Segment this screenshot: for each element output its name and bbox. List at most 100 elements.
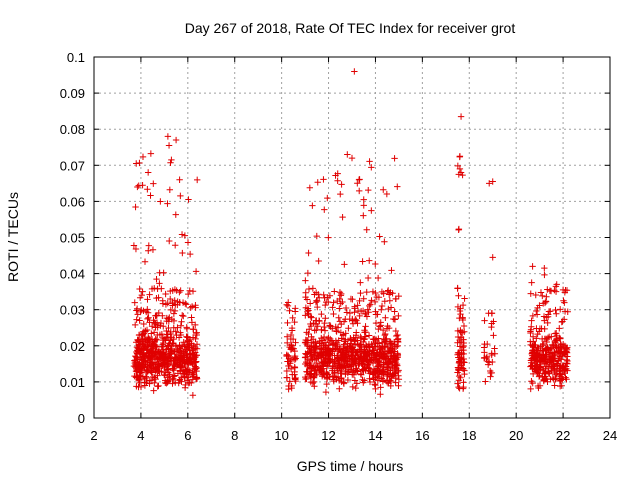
data-point [459, 301, 467, 309]
data-point [180, 312, 187, 320]
data-point [363, 288, 370, 296]
data-point [145, 242, 152, 249]
data-point [372, 381, 379, 389]
data-point [171, 286, 179, 293]
data-point [542, 373, 549, 380]
data-point [183, 333, 190, 340]
data-point [360, 196, 367, 203]
data-point [134, 361, 142, 368]
data-point [292, 305, 299, 312]
data-point [547, 308, 554, 315]
data-point [362, 349, 369, 356]
data-point [337, 329, 345, 336]
data-point [454, 284, 461, 292]
data-point [384, 344, 391, 351]
data-point [357, 353, 364, 361]
x-tick-label: 8 [231, 428, 238, 443]
data-point [159, 312, 166, 319]
data-point [188, 350, 196, 357]
data-point [164, 133, 172, 140]
data-point [133, 383, 140, 390]
data-point [291, 364, 299, 372]
data-point [334, 297, 341, 305]
data-point [488, 323, 495, 331]
data-point [164, 200, 171, 207]
data-point [552, 288, 560, 295]
data-point [320, 323, 328, 331]
data-point [169, 300, 176, 307]
data-point [333, 364, 341, 371]
data-point [391, 348, 398, 355]
data-point [338, 290, 345, 298]
data-point [136, 317, 143, 324]
data-point [557, 375, 565, 383]
data-point [331, 369, 338, 376]
data-point [155, 294, 162, 301]
data-point [313, 297, 320, 304]
data-point [365, 186, 372, 194]
data-point [133, 316, 140, 323]
data-point [340, 379, 347, 386]
data-point [455, 366, 462, 373]
data-point [392, 361, 399, 369]
data-point [166, 371, 173, 378]
data-point [343, 353, 351, 360]
data-point [547, 287, 555, 295]
data-point [178, 364, 185, 371]
data-point [311, 366, 318, 374]
data-point [350, 367, 357, 374]
data-point [307, 320, 314, 328]
data-point [341, 261, 348, 268]
data-point [377, 345, 385, 353]
data-point [289, 314, 296, 322]
data-point [144, 315, 151, 323]
data-point [388, 267, 395, 274]
data-point [139, 288, 146, 295]
data-point [548, 352, 555, 360]
data-point [131, 321, 139, 329]
data-point [454, 380, 461, 387]
x-axis-title: GPS time / hours [297, 458, 404, 474]
data-point [343, 309, 351, 316]
data-point [148, 369, 155, 376]
data-point [542, 356, 549, 363]
data-point [532, 291, 539, 299]
data-point [381, 353, 389, 361]
data-point [351, 305, 358, 312]
data-point [394, 335, 402, 342]
data-point [529, 333, 537, 340]
data-point [454, 369, 461, 376]
data-point [172, 328, 179, 335]
data-point [162, 290, 169, 298]
data-point [357, 371, 365, 378]
data-point [482, 378, 489, 385]
data-point [134, 374, 141, 381]
data-point [531, 364, 538, 372]
data-point [366, 257, 373, 264]
data-point [387, 342, 394, 350]
data-point [456, 307, 464, 315]
data-point [551, 287, 558, 294]
data-point [193, 176, 201, 184]
data-point [287, 331, 295, 339]
data-point [132, 361, 139, 368]
data-point [190, 370, 197, 378]
data-point [322, 315, 329, 322]
data-point [349, 371, 356, 378]
data-point [552, 306, 559, 314]
data-point [346, 309, 354, 317]
data-point [132, 203, 139, 211]
data-point [302, 336, 309, 344]
data-point [382, 314, 389, 321]
data-point [378, 302, 386, 310]
data-point [336, 305, 343, 312]
data-point [322, 301, 329, 309]
data-point [556, 325, 563, 332]
data-point [186, 250, 194, 258]
data-point [355, 176, 363, 183]
data-point [378, 306, 385, 313]
data-point [535, 384, 542, 392]
data-point [156, 331, 164, 339]
data-point [320, 291, 327, 299]
data-point [481, 344, 488, 351]
